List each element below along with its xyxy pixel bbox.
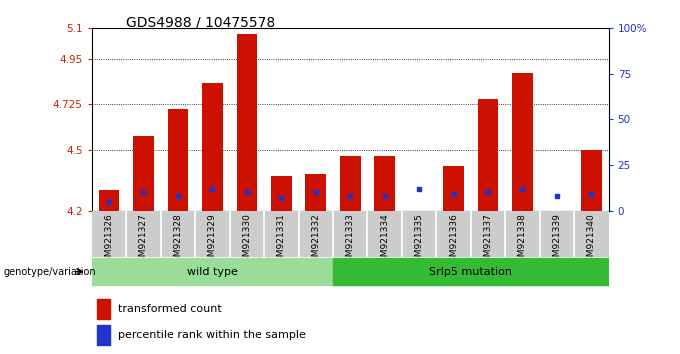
Text: GSM921337: GSM921337 bbox=[483, 213, 492, 268]
Text: GSM921338: GSM921338 bbox=[518, 213, 527, 268]
Point bbox=[103, 199, 114, 204]
Bar bbox=[374, 156, 395, 211]
Text: GSM921335: GSM921335 bbox=[415, 213, 424, 268]
Point bbox=[310, 189, 321, 195]
Bar bbox=[92, 211, 126, 257]
Text: GSM921332: GSM921332 bbox=[311, 213, 320, 268]
Text: GSM921334: GSM921334 bbox=[380, 213, 389, 268]
Point bbox=[413, 186, 424, 192]
Bar bbox=[305, 174, 326, 211]
Bar bbox=[230, 211, 264, 257]
Text: GSM921339: GSM921339 bbox=[552, 213, 562, 268]
Text: percentile rank within the sample: percentile rank within the sample bbox=[118, 330, 305, 339]
Bar bbox=[97, 325, 110, 345]
Text: genotype/variation: genotype/variation bbox=[3, 267, 96, 277]
Bar bbox=[505, 211, 540, 257]
Bar bbox=[471, 211, 505, 257]
Bar bbox=[264, 211, 299, 257]
Bar bbox=[540, 211, 574, 257]
Bar bbox=[512, 73, 533, 211]
Bar bbox=[333, 211, 367, 257]
Text: GSM921333: GSM921333 bbox=[345, 213, 355, 268]
Bar bbox=[99, 190, 120, 211]
Text: GSM921327: GSM921327 bbox=[139, 213, 148, 268]
Bar bbox=[92, 258, 333, 285]
Bar bbox=[195, 211, 230, 257]
Point bbox=[517, 186, 528, 192]
Text: GSM921329: GSM921329 bbox=[208, 213, 217, 268]
Text: transformed count: transformed count bbox=[118, 304, 222, 314]
Bar bbox=[167, 109, 188, 211]
Text: GSM921330: GSM921330 bbox=[242, 213, 252, 268]
Bar bbox=[160, 211, 195, 257]
Text: GSM921336: GSM921336 bbox=[449, 213, 458, 268]
Bar bbox=[133, 136, 154, 211]
Bar bbox=[340, 156, 360, 211]
Bar bbox=[367, 211, 402, 257]
Point bbox=[379, 193, 390, 199]
Bar bbox=[477, 99, 498, 211]
Point bbox=[586, 192, 597, 197]
Bar bbox=[97, 299, 110, 319]
Bar bbox=[437, 211, 471, 257]
Text: Srlp5 mutation: Srlp5 mutation bbox=[429, 267, 512, 277]
Bar bbox=[402, 211, 437, 257]
Bar bbox=[202, 83, 223, 211]
Point bbox=[173, 193, 184, 199]
Point bbox=[276, 195, 287, 201]
Bar bbox=[271, 176, 292, 211]
Bar bbox=[299, 211, 333, 257]
Text: GDS4988 / 10475578: GDS4988 / 10475578 bbox=[126, 16, 275, 30]
Text: GSM921340: GSM921340 bbox=[587, 213, 596, 268]
Point bbox=[551, 193, 562, 199]
Point bbox=[207, 186, 218, 192]
Text: wild type: wild type bbox=[187, 267, 238, 277]
Bar bbox=[574, 211, 609, 257]
Text: GSM921326: GSM921326 bbox=[105, 213, 114, 268]
Point bbox=[345, 193, 356, 199]
Point bbox=[138, 189, 149, 195]
Bar bbox=[237, 34, 257, 211]
Bar bbox=[333, 258, 609, 285]
Point bbox=[483, 189, 494, 195]
Point bbox=[241, 189, 252, 195]
Bar bbox=[126, 211, 160, 257]
Text: GSM921328: GSM921328 bbox=[173, 213, 182, 268]
Point bbox=[448, 192, 459, 197]
Bar bbox=[581, 150, 602, 211]
Text: GSM921331: GSM921331 bbox=[277, 213, 286, 268]
Bar bbox=[443, 166, 464, 211]
